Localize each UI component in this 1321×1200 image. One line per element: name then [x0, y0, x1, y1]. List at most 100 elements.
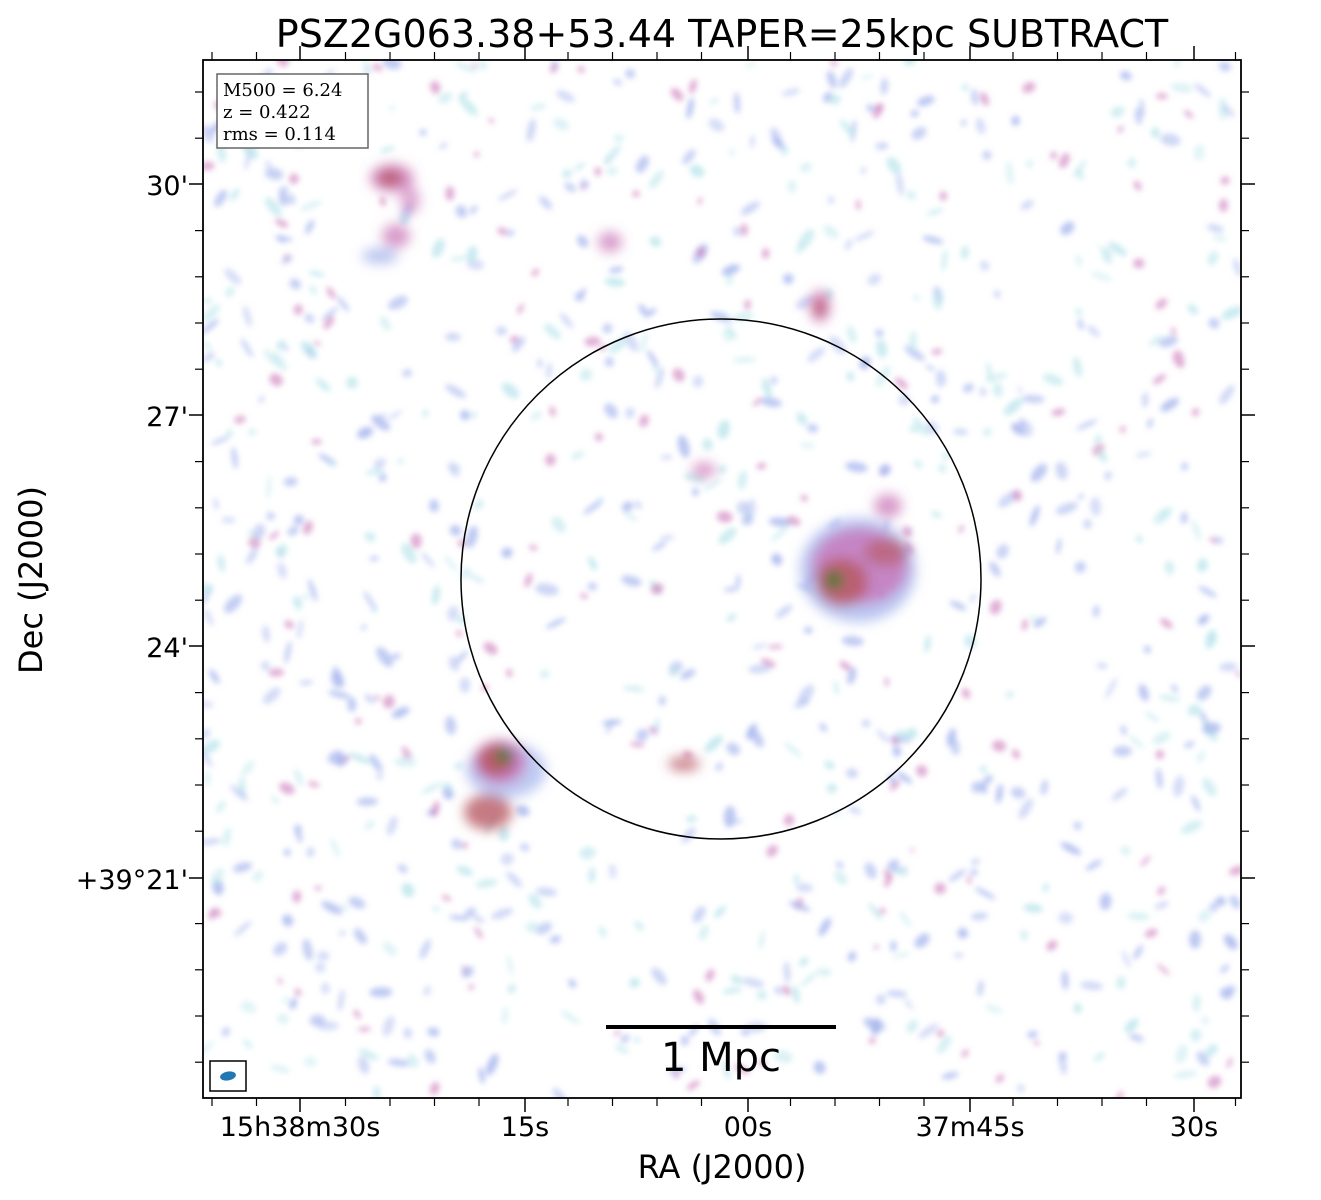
source-bottom-left [464, 740, 546, 830]
noise-blob [387, 1059, 410, 1067]
noise-blob [419, 939, 431, 960]
noise-blob [740, 223, 748, 236]
noise-blob [1165, 560, 1174, 575]
info-rms: rms = 0.114 [223, 124, 336, 145]
noise-blob [1191, 408, 1200, 417]
noise-blob [224, 268, 242, 285]
noise-blob [516, 804, 530, 817]
noise-blob [1152, 374, 1166, 385]
noise-blob [957, 927, 969, 939]
noise-blob [309, 1014, 326, 1027]
noise-blob [1060, 221, 1075, 236]
noise-blob [1155, 298, 1168, 310]
noise-blob [1171, 326, 1176, 336]
noise-blob [500, 853, 514, 866]
noise-blob [269, 530, 280, 541]
noise-blob [277, 1013, 289, 1024]
noise-blob [798, 228, 815, 250]
noise-blob [1083, 519, 1092, 529]
noise-blob [996, 544, 1009, 559]
noise-blob [787, 180, 797, 193]
noise-blob [584, 336, 601, 347]
noise-blob [365, 469, 385, 476]
noise-blob [984, 372, 1008, 383]
noise-blob [1191, 795, 1201, 812]
noise-blob [854, 230, 875, 242]
noise-blob [833, 680, 840, 696]
noise-blob [459, 97, 478, 116]
noise-blob [634, 921, 644, 931]
noise-blob [429, 499, 439, 513]
noise-blob [633, 1036, 641, 1044]
noise-blob [800, 971, 818, 987]
noise-blob [696, 246, 706, 258]
noise-blob [363, 591, 376, 610]
noise-blob [1219, 987, 1233, 1000]
noise-blob [949, 600, 967, 611]
noise-blob [1155, 768, 1163, 789]
noise-blob [1018, 798, 1034, 820]
noise-blob [264, 167, 284, 180]
noise-blob [964, 634, 977, 649]
noise-blob [1094, 435, 1103, 444]
noise-blob [451, 838, 463, 850]
noise-blob [645, 308, 657, 317]
noise-blob [530, 411, 542, 421]
noise-blob [979, 260, 990, 271]
noise-blob [781, 88, 801, 97]
noise-blob [253, 523, 266, 540]
noise-blob [795, 295, 815, 310]
noise-blob [364, 820, 375, 831]
noise-blob [445, 715, 457, 735]
noise-blob [389, 105, 395, 112]
noise-blob [797, 684, 814, 705]
noise-blob [1190, 1029, 1202, 1042]
noise-blob [506, 871, 523, 888]
noise-blob [1133, 258, 1145, 269]
noise-blob [537, 358, 543, 369]
noise-blob [613, 79, 622, 86]
noise-blob [1120, 846, 1131, 856]
noise-blob [240, 1001, 257, 1014]
noise-blob [497, 227, 508, 236]
noise-blob [730, 975, 743, 985]
noise-blob [455, 205, 468, 218]
noise-blob [1077, 318, 1084, 330]
noise-blob [288, 173, 299, 185]
noise-blob [904, 345, 925, 361]
noise-blob [932, 290, 943, 311]
noise-blob [621, 575, 642, 587]
noise-blob [864, 862, 877, 879]
noise-blob [1127, 158, 1137, 168]
noise-blob [640, 330, 648, 353]
noise-blob [394, 757, 417, 767]
noise-blob [736, 500, 749, 515]
noise-blob [939, 191, 948, 201]
noise-blob [455, 650, 468, 664]
noise-blob [1235, 670, 1241, 678]
noise-blob [524, 573, 533, 588]
noise-blob [315, 378, 331, 392]
noise-blob [382, 941, 397, 956]
noise-blob [1196, 750, 1206, 763]
noise-blob [270, 1064, 290, 1073]
noise-blob [467, 984, 475, 990]
noise-blob [692, 375, 704, 388]
x-axis-label: RA (J2000) [638, 1148, 807, 1186]
noise-blob [889, 779, 901, 791]
noise-blob [748, 727, 764, 748]
noise-blob [896, 729, 908, 740]
noise-blob [768, 517, 792, 527]
noise-blob [651, 541, 667, 552]
noise-blob [485, 1053, 499, 1076]
noise-blob [623, 511, 638, 522]
noise-blob [248, 536, 261, 549]
noise-blob [379, 146, 395, 153]
noise-blob [1134, 107, 1142, 125]
noise-blob [449, 256, 469, 262]
noise-blob [1220, 964, 1230, 974]
noise-blob [1189, 930, 1201, 949]
noise-blob [729, 148, 735, 157]
noise-blob [1060, 842, 1082, 855]
noise-blob [232, 862, 253, 873]
